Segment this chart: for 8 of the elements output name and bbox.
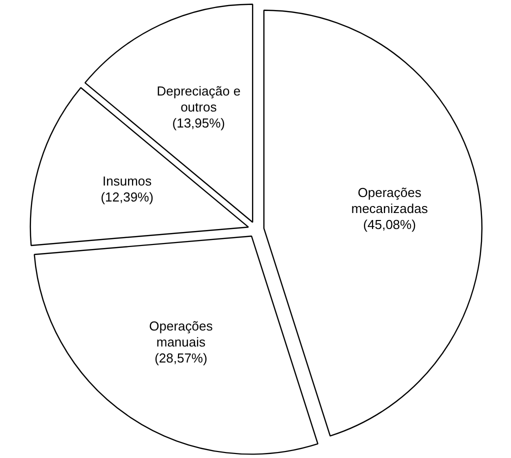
slice-label: Depreciação e outros — [156, 84, 241, 115]
slice-label: Operações manuais — [149, 318, 214, 350]
data-label: (12,39%) — [100, 189, 154, 204]
data-label: (45,08%) — [363, 217, 416, 232]
data-label: (28,57%) — [154, 350, 208, 366]
slice-label: Operações mecanizadas — [351, 185, 428, 216]
data-label: (13,95%) — [172, 116, 226, 131]
slice-label: Insumos — [102, 173, 152, 188]
